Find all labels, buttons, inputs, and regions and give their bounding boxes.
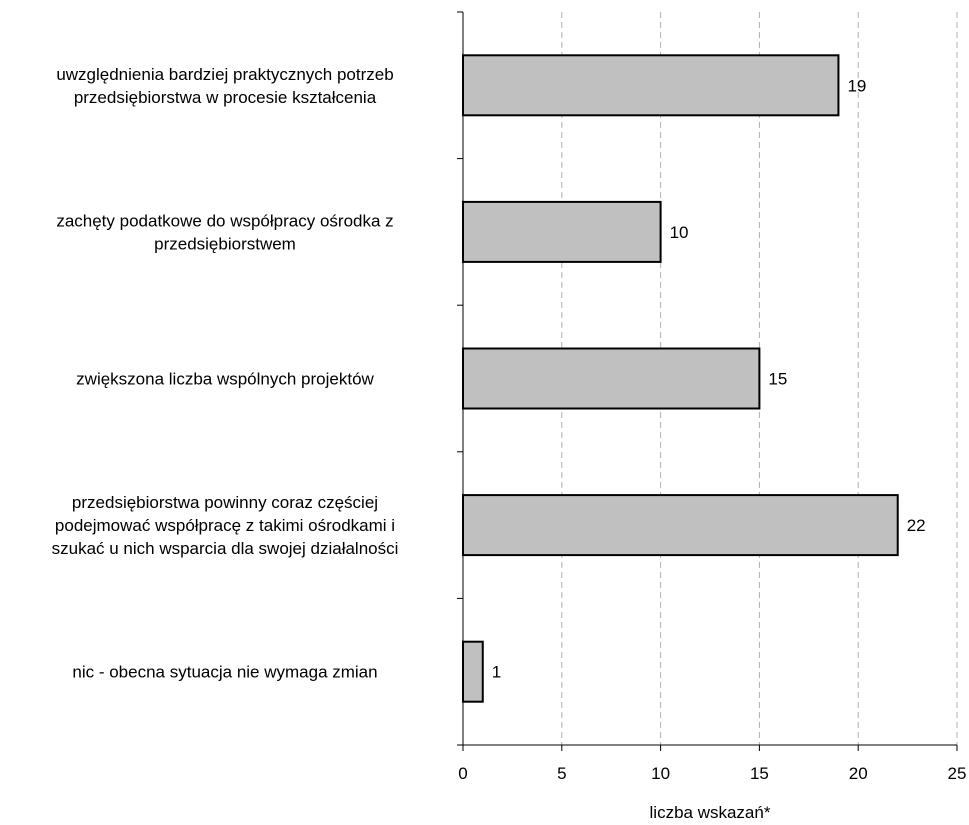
- category-label-line: zachęty podatkowe do współpracy ośrodka …: [56, 211, 393, 230]
- data-label: 15: [768, 370, 787, 389]
- data-label: 1: [492, 663, 501, 682]
- x-tick-label: 25: [948, 764, 967, 783]
- data-label: 10: [670, 223, 689, 242]
- x-tick-label: 0: [458, 764, 467, 783]
- bar: [462, 640, 484, 703]
- category-label: zwiększona liczba wspólnych projektów: [76, 370, 374, 389]
- category-label-line: uwzględnienia bardziej praktycznych potr…: [56, 65, 393, 84]
- category-label-line: podejmować współpracę z takimi ośrodkami…: [55, 516, 395, 535]
- data-label: 19: [847, 76, 866, 95]
- bar: [462, 494, 899, 557]
- bar: [462, 54, 840, 117]
- data-label: 22: [907, 516, 926, 535]
- bars: [462, 54, 899, 703]
- category-label-line: przedsiębiorstwa w procesie kształcenia: [74, 88, 377, 107]
- x-tick-labels: 0 5 10 15 20 25: [458, 764, 966, 783]
- category-label: uwzględnienia bardziej praktycznych potr…: [56, 65, 393, 107]
- axes: [457, 11, 958, 751]
- category-label: zachęty podatkowe do współpracy ośrodka …: [56, 211, 393, 253]
- gridlines: [561, 12, 958, 745]
- category-label: przedsiębiorstwa powinny coraz częściej p…: [52, 493, 399, 558]
- x-tick-label: 15: [750, 764, 769, 783]
- x-axis-title: liczba wskazań*: [650, 803, 771, 822]
- category-label-line: przedsiębiorstwem: [154, 234, 296, 253]
- x-tick-label: 10: [651, 764, 670, 783]
- bar: [462, 347, 761, 410]
- data-labels: 19 10 15 22 1: [492, 76, 926, 681]
- bar: [462, 200, 662, 263]
- category-label-line: nic - obecna sytuacja nie wymaga zmian: [72, 663, 377, 682]
- category-label-line: przedsiębiorstwa powinny coraz częściej: [72, 493, 378, 512]
- category-label: nic - obecna sytuacja nie wymaga zmian: [72, 663, 377, 682]
- category-labels: uwzględnienia bardziej praktycznych potr…: [52, 65, 399, 682]
- x-tick-label: 5: [557, 764, 566, 783]
- x-tick-label: 20: [849, 764, 868, 783]
- category-label-line: szukać u nich wsparcia dla swojej działa…: [52, 539, 399, 558]
- category-label-line: zwiększona liczba wspólnych projektów: [76, 370, 374, 389]
